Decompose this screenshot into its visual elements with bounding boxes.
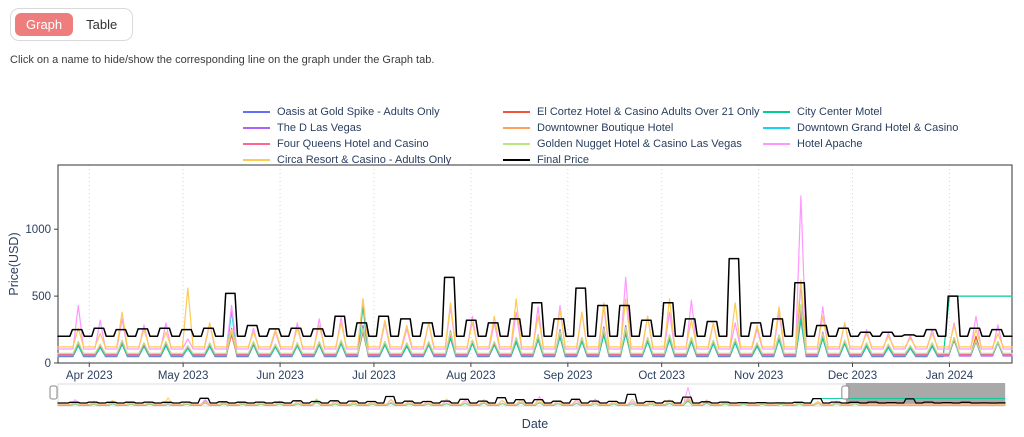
series-line-main <box>57 257 1013 337</box>
legend-label: Final Price <box>537 154 589 166</box>
legend-label: Downtown Grand Hotel & Casino <box>797 122 959 134</box>
legend-line-swatch <box>763 111 790 113</box>
legend-line-swatch <box>243 127 270 129</box>
legend-label: Oasis at Gold Spike - Adults Only <box>277 106 440 118</box>
series-line-main <box>57 195 1013 350</box>
legend-item-downtowner-boutique[interactable]: Downtowner Boutique Hotel <box>503 122 763 134</box>
series-line-mini <box>57 396 1006 405</box>
x-tick-label: Dec 2023 <box>828 370 877 382</box>
x-tick-label: Jan 2024 <box>926 370 974 382</box>
legend-item-downtown-grand[interactable]: Downtown Grand Hotel & Casino <box>763 122 1008 134</box>
range-slider-masked-region[interactable] <box>845 383 1005 404</box>
plot-border <box>57 164 1013 364</box>
legend-item-el-cortez[interactable]: El Cortez Hotel & Casino Adults Over 21 … <box>503 106 763 118</box>
legend-label: El Cortez Hotel & Casino Adults Over 21 … <box>537 106 760 118</box>
legend-line-swatch <box>243 159 270 161</box>
legend-label: The D Las Vegas <box>277 122 362 134</box>
legend-item-oasis-at-gold-spike[interactable]: Oasis at Gold Spike - Adults Only <box>243 106 503 118</box>
series-line-main <box>57 303 1013 354</box>
legend-item-final-price[interactable]: Final Price <box>503 154 763 166</box>
series-line-mini <box>57 393 1006 404</box>
legend-item-four-queens[interactable]: Four Queens Hotel and Casino <box>243 138 503 150</box>
legend-line-swatch <box>243 143 270 145</box>
legend-label: City Center Motel <box>797 106 882 118</box>
tab-graph[interactable]: Graph <box>15 13 74 36</box>
x-tick-label: Jul 2023 <box>352 370 395 382</box>
series-line-mini <box>57 399 1006 406</box>
legend-item-city-center-motel[interactable]: City Center Motel <box>763 106 1008 118</box>
legend-item-hotel-apache[interactable]: Hotel Apache <box>763 138 1008 150</box>
x-tick-label: Apr 2023 <box>66 370 113 382</box>
y-tick-label: 0 <box>45 358 51 370</box>
legend-line-swatch <box>503 143 530 145</box>
chart-legend: Oasis at Gold Spike - Adults Only El Cor… <box>243 106 1008 166</box>
legend-label: Downtowner Boutique Hotel <box>537 122 674 134</box>
legend-line-swatch <box>763 143 790 145</box>
y-tick-label: 500 <box>32 291 51 303</box>
x-tick-label: Jun 2023 <box>256 370 303 382</box>
legend-item-circa-resort[interactable]: Circa Resort & Casino - Adults Only <box>243 154 503 166</box>
graph-table-tabbar: Graph Table <box>10 8 134 41</box>
x-tick-label: Sep 2023 <box>543 370 592 382</box>
legend-line-swatch <box>763 127 790 129</box>
y-axis-title: Price(USD) <box>7 232 21 295</box>
x-tick-label: Aug 2023 <box>446 370 495 382</box>
range-slider-right-handle[interactable] <box>841 385 850 400</box>
tab-table[interactable]: Table <box>75 13 129 36</box>
legend-item-golden-nugget[interactable]: Golden Nugget Hotel & Casino Las Vegas <box>503 138 763 150</box>
range-slider-left-handle[interactable] <box>49 385 58 400</box>
legend-line-swatch <box>503 127 530 129</box>
legend-item-the-d-las-vegas[interactable]: The D Las Vegas <box>243 122 503 134</box>
legend-label: Circa Resort & Casino - Adults Only <box>277 154 452 166</box>
x-tick-label: May 2023 <box>158 370 209 382</box>
x-tick-label: Oct 2023 <box>638 370 685 382</box>
series-line-main <box>57 279 1013 348</box>
x-tick-label: Nov 2023 <box>734 370 783 382</box>
legend-line-swatch <box>503 159 530 161</box>
instruction-text: Click on a name to hide/show the corresp… <box>10 54 435 66</box>
legend-label: Hotel Apache <box>797 138 863 150</box>
legend-line-swatch <box>243 111 270 113</box>
legend-label: Golden Nugget Hotel & Casino Las Vegas <box>537 138 742 150</box>
legend-line-swatch <box>503 111 530 113</box>
legend-label: Four Queens Hotel and Casino <box>277 138 429 150</box>
x-axis-title: Date <box>522 417 548 431</box>
y-tick-label: 1000 <box>25 224 51 236</box>
